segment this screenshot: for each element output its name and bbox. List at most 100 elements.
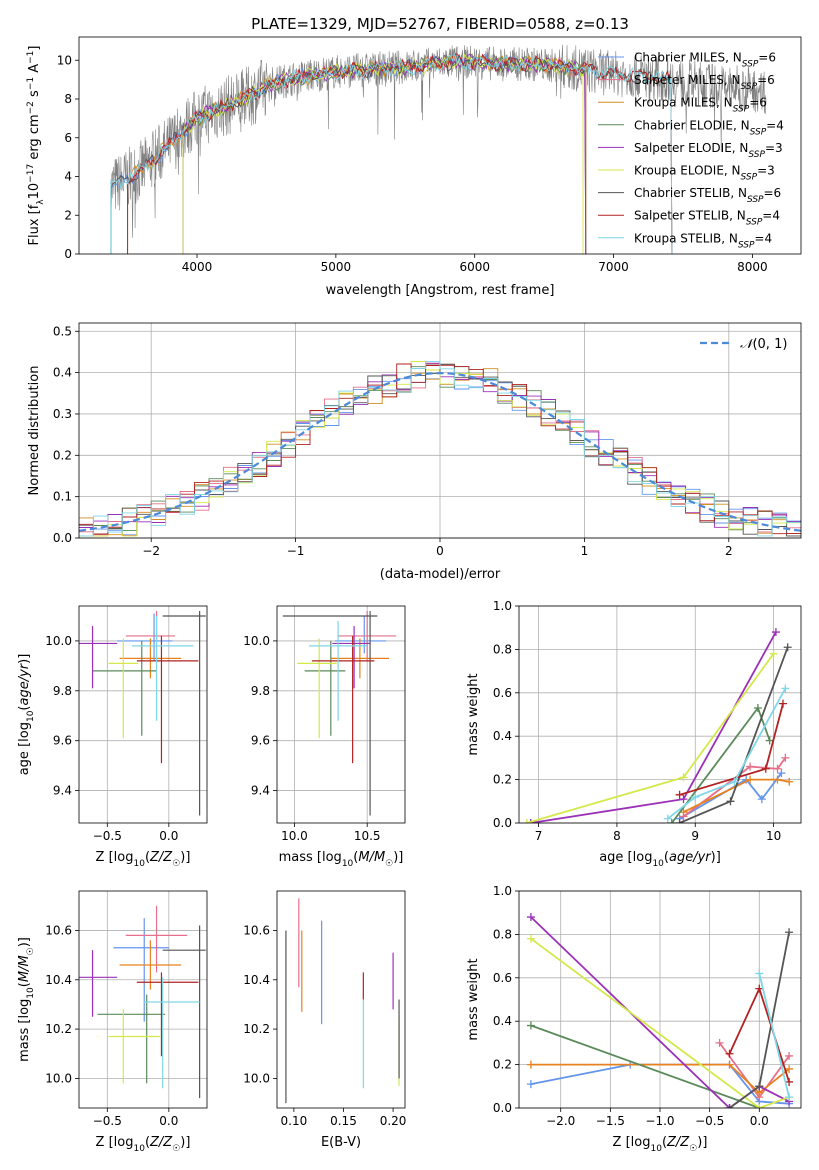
histogram-lines <box>79 360 801 537</box>
y-axis-label: mass [log10(M/M☉)] <box>17 937 36 1062</box>
y-tick-label: 0.4 <box>493 729 512 743</box>
weight-marker-chabrier_miles <box>757 795 766 804</box>
y-tick-label: 0.0 <box>53 531 72 545</box>
weight-marker-kroupa_stelib <box>663 814 672 823</box>
y-tick-label: 10.0 <box>243 1071 270 1085</box>
weight-line-salpeter_elodie <box>530 631 777 823</box>
weight-line-kroupa_elodie <box>526 653 775 823</box>
panel-age_vs_mass: 10.0 10.5 9.4 9.6 9.8 10.0 mass [log10(M/M☉)] <box>243 605 406 869</box>
x-axis-label: mass [log10(M/M☉)] <box>279 850 404 869</box>
normal-curve <box>79 371 801 532</box>
x-tick-label: −0.5 <box>93 1114 122 1128</box>
weight-line-orange <box>683 778 790 813</box>
weight-marker-chabrier_stelib <box>785 928 794 937</box>
x-tick-label: −2 <box>142 544 160 558</box>
panel-residuals: −2 −1 0 1 2 0.0 0.1 0.2 0.3 0.4 0.5 (data-model)/er… <box>27 322 802 582</box>
y-tick-label: 2 <box>64 208 72 222</box>
y-tick-label: 9.8 <box>53 684 72 698</box>
spectrum-model-line-kroupa_miles <box>127 52 587 254</box>
x-tick-label: 1 <box>581 544 589 558</box>
y-tick-label: 0.5 <box>53 324 72 338</box>
weight-marker-salpeter_stelib <box>778 699 787 708</box>
weight-marker-orange <box>725 1060 734 1069</box>
weight-marker-salpeter_miles <box>781 753 790 762</box>
legend-label: Chabrier MILES, NSSP=6 <box>634 51 776 70</box>
panel-mass_vs_Z: −0.5 0.0 10.0 10.2 10.4 10.6 Z [log10(Z/Z☉)] ma… <box>17 890 208 1154</box>
weight-marker-chabrier_stelib <box>783 643 792 652</box>
y-tick-label: 0.8 <box>493 927 512 941</box>
x-axis-label: age [log10(age/yr)] <box>599 850 721 869</box>
legend-label: 𝒩(0, 1) <box>740 337 787 352</box>
y-tick-label: 0.4 <box>53 366 72 380</box>
weight-marker-chabrier_stelib <box>675 819 684 823</box>
weight-marker-salpeter_miles <box>746 762 755 771</box>
legend-label: Salpeter STELIB, NSSP=4 <box>634 209 780 228</box>
weight-marker-kroupa_elodie <box>526 934 535 943</box>
spectrum-model-line-chabrier_stelib <box>110 53 673 254</box>
y-tick-label: 0.1 <box>53 490 72 504</box>
legend-label: Kroupa MILES, NSSP=6 <box>634 96 767 115</box>
histogram-kroupa_stelib <box>79 360 801 537</box>
y-tick-label: 0.6 <box>493 686 512 700</box>
x-tick-label: −2.0 <box>546 1114 575 1128</box>
y-tick-label: 0.3 <box>53 407 72 421</box>
weight-marker-chabrier_stelib <box>725 1104 734 1108</box>
weight-line-chabrier_miles <box>679 772 783 820</box>
weight-marker-kroupa_elodie <box>769 649 778 658</box>
y-tick-label: 0.0 <box>493 816 512 830</box>
x-axis-label: Z [log10(Z/Z☉)] <box>96 850 191 869</box>
x-tick-label: −1.5 <box>596 1114 625 1128</box>
x-tick-label: 4000 <box>182 260 213 274</box>
y-tick-label: 10.6 <box>45 923 72 937</box>
y-tick-label: 10.0 <box>243 634 270 648</box>
x-axis-label: (data-model)/error <box>380 567 501 582</box>
x-tick-label: 6000 <box>459 260 490 274</box>
x-tick-label: 0.20 <box>380 1114 407 1128</box>
x-tick-label: 0.15 <box>330 1114 357 1128</box>
weight-marker-chabrier_stelib <box>726 797 735 806</box>
x-tick-label: 2 <box>725 544 733 558</box>
y-tick-label: 0.8 <box>493 642 512 656</box>
x-tick-label: 8 <box>613 829 621 843</box>
legend-label: Chabrier STELIB, NSSP=6 <box>634 186 781 205</box>
weight-marker-salpeter_miles <box>785 1051 794 1060</box>
y-tick-label: 10.4 <box>243 973 270 987</box>
weight-marker-salpeter_stelib <box>725 1049 734 1058</box>
x-tick-label: 10 <box>766 829 781 843</box>
weight-marker-orange <box>785 1064 794 1073</box>
spectrum-model-line-kroupa_stelib <box>110 53 673 254</box>
weight-line-salpeter_miles <box>682 757 787 818</box>
y-tick-label: 0.2 <box>53 448 72 462</box>
weight-marker-salpeter_stelib <box>785 1077 794 1086</box>
weight-marker-salpeter_elodie <box>526 819 535 823</box>
y-tick-label: 10.0 <box>45 1071 72 1085</box>
axes-frame <box>78 605 208 824</box>
x-tick-label: −0.5 <box>695 1114 724 1128</box>
weight-marker-kroupa_stelib <box>755 969 764 978</box>
errorbars <box>79 905 206 1099</box>
weight-line-kroupa_stelib <box>758 973 790 1098</box>
x-tick-label: −1 <box>287 544 305 558</box>
x-tick-label: 5000 <box>321 260 352 274</box>
y-tick-label: 0.0 <box>493 1101 512 1115</box>
spectrum-model-line-salpeter_stelib <box>127 53 673 254</box>
weight-marker-salpeter_miles <box>715 1038 724 1047</box>
weight-marker-salpeter_stelib <box>755 984 764 993</box>
errorbars <box>79 610 206 816</box>
y-tick-label: 9.8 <box>251 684 270 698</box>
weight-marker-salpeter_elodie <box>771 628 780 637</box>
x-tick-label: 0.0 <box>750 1114 769 1128</box>
axes-frame <box>518 605 802 824</box>
x-axis-label: wavelength [Angstrom, rest frame] <box>326 283 555 298</box>
weight-line-chabrier_elodie <box>530 1024 760 1108</box>
x-tick-label: 7 <box>535 829 543 843</box>
y-tick-label: 0.2 <box>493 773 512 787</box>
x-axis-label: Z [log10(Z/Z☉)] <box>613 1135 708 1154</box>
x-tick-label: 10.0 <box>281 829 308 843</box>
weight-marker-chabrier_miles <box>526 1080 535 1089</box>
weight-lines <box>526 913 794 1108</box>
figure-title: PLATE=1329, MJD=52767, FIBERID=0588, z=0… <box>251 15 629 33</box>
weight-marker-kroupa_stelib <box>730 777 739 786</box>
weight-marker-salpeter_elodie <box>679 795 688 804</box>
panel-spectrum: 4000 5000 6000 7000 8000 0 2 4 6 8 10 wavelength [A… <box>26 36 802 298</box>
